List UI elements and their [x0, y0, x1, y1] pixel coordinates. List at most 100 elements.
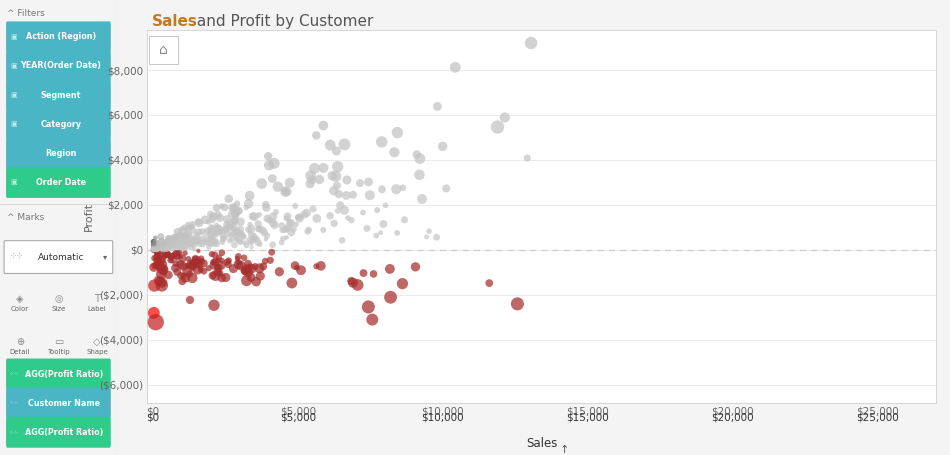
FancyBboxPatch shape	[6, 138, 111, 169]
Point	[164, 253, 180, 260]
Point	[173, 261, 188, 268]
Point	[172, 236, 187, 243]
Point	[148, 318, 163, 326]
Point	[152, 243, 167, 250]
Point	[211, 254, 226, 261]
Point	[175, 278, 190, 285]
Point	[211, 224, 226, 231]
Point	[164, 244, 180, 251]
Point	[151, 243, 166, 250]
Point	[177, 231, 192, 238]
Text: Color: Color	[10, 306, 28, 312]
Point	[200, 238, 216, 245]
Point	[188, 241, 203, 248]
Point	[215, 249, 230, 256]
Point	[206, 259, 221, 266]
Point	[148, 246, 163, 253]
Point	[179, 243, 194, 251]
Point	[148, 244, 163, 251]
Point	[154, 236, 169, 243]
Point	[154, 243, 169, 251]
Text: Category: Category	[40, 120, 82, 129]
Point	[160, 239, 175, 247]
Point	[177, 224, 192, 231]
Point	[156, 239, 171, 246]
Point	[334, 237, 350, 244]
Point	[154, 282, 169, 289]
Point	[161, 235, 176, 242]
Point	[429, 103, 445, 110]
Point	[169, 253, 184, 260]
Point	[228, 210, 243, 217]
Point	[156, 266, 171, 273]
Point	[218, 225, 234, 233]
Point	[226, 265, 241, 272]
Point	[182, 230, 198, 238]
FancyBboxPatch shape	[6, 167, 111, 198]
Point	[247, 233, 262, 240]
Point	[215, 238, 230, 246]
Point	[215, 231, 230, 238]
Point	[154, 270, 169, 278]
Point	[146, 282, 162, 289]
Point	[229, 236, 244, 243]
Point	[160, 243, 175, 250]
Point	[250, 235, 265, 243]
Point	[361, 178, 376, 186]
Text: ▾: ▾	[103, 253, 107, 262]
Point	[161, 240, 176, 248]
Point	[374, 138, 390, 146]
Point	[267, 160, 282, 167]
Point	[390, 129, 405, 136]
Point	[160, 242, 175, 249]
Point	[280, 212, 295, 220]
Point	[154, 243, 169, 250]
Point	[179, 238, 194, 246]
Point	[146, 242, 162, 249]
Point	[374, 186, 390, 193]
Text: $15,000: $15,000	[566, 412, 609, 422]
Point	[182, 240, 198, 248]
Point	[259, 215, 275, 222]
Point	[255, 227, 270, 234]
Point	[146, 263, 162, 271]
Text: Automatic: Automatic	[37, 253, 84, 262]
Point	[330, 207, 345, 215]
Point	[256, 229, 272, 237]
Point	[276, 235, 291, 243]
Point	[178, 233, 193, 241]
Point	[370, 207, 385, 214]
Point	[293, 213, 308, 221]
Point	[177, 244, 192, 251]
Point	[185, 220, 200, 228]
Point	[154, 238, 169, 245]
Point	[190, 266, 205, 273]
Point	[150, 258, 165, 265]
Point	[150, 250, 165, 257]
Point	[238, 204, 254, 211]
Point	[162, 244, 177, 251]
Point	[249, 278, 264, 285]
Point	[174, 238, 189, 245]
Text: ◇: ◇	[93, 337, 101, 347]
Point	[255, 180, 270, 187]
Point	[174, 244, 189, 251]
Point	[239, 266, 255, 273]
Point	[185, 223, 200, 230]
Point	[261, 162, 276, 169]
Point	[153, 244, 168, 252]
Point	[362, 192, 377, 199]
Point	[361, 303, 376, 311]
Text: Label: Label	[87, 306, 106, 312]
Point	[523, 40, 539, 47]
Text: Tooltip: Tooltip	[48, 349, 69, 355]
Point	[288, 262, 303, 269]
Point	[366, 270, 381, 278]
Point	[262, 257, 277, 264]
Point	[211, 225, 226, 232]
Point	[243, 274, 258, 281]
Point	[337, 207, 352, 214]
Point	[412, 155, 428, 162]
Point	[284, 229, 299, 236]
Point	[289, 264, 304, 271]
